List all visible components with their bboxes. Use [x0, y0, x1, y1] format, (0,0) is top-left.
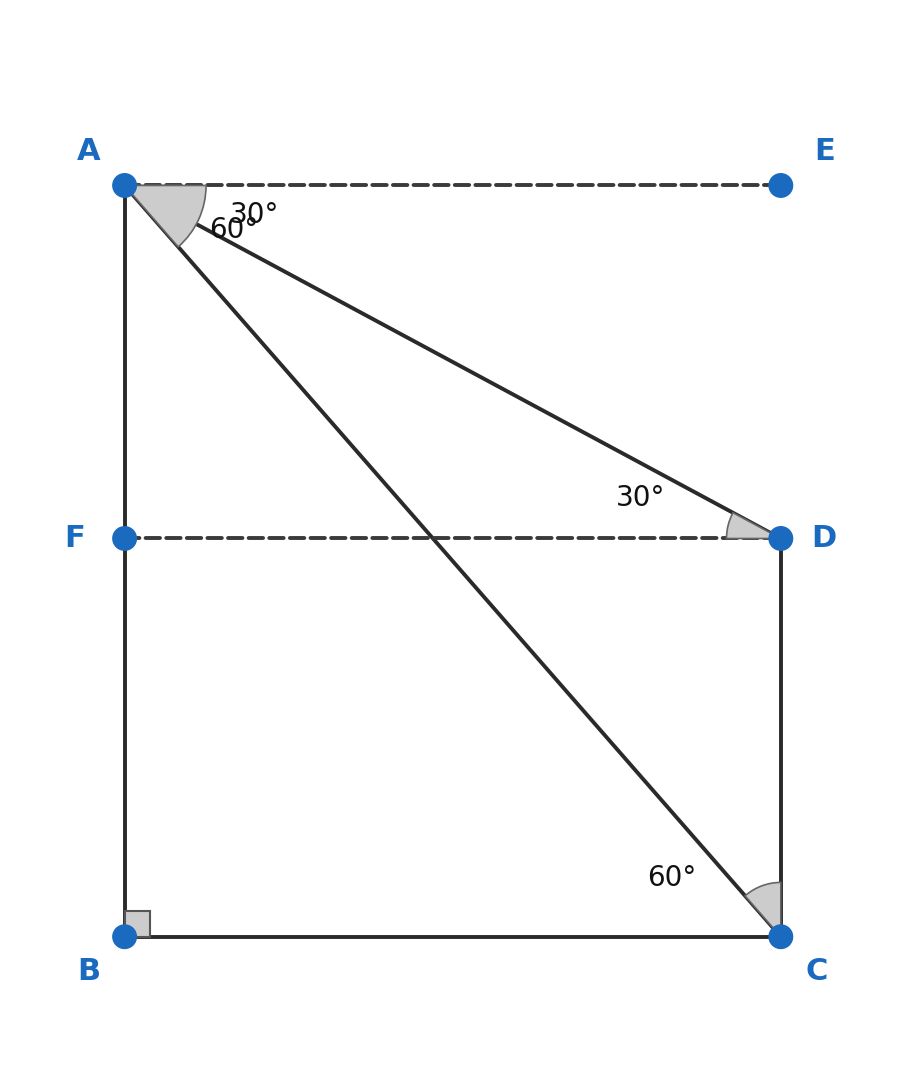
Wedge shape — [125, 186, 206, 247]
Text: E: E — [814, 137, 834, 165]
Wedge shape — [727, 513, 781, 539]
Text: B: B — [77, 957, 100, 986]
Text: 60°: 60° — [647, 864, 696, 892]
Circle shape — [113, 174, 136, 198]
Text: A: A — [76, 137, 100, 165]
Text: C: C — [806, 957, 828, 986]
Text: 30°: 30° — [230, 201, 279, 229]
Circle shape — [113, 925, 136, 948]
Circle shape — [769, 925, 792, 948]
Circle shape — [769, 527, 792, 551]
Text: F: F — [64, 523, 85, 553]
Circle shape — [113, 527, 136, 551]
Text: 60°: 60° — [210, 216, 258, 243]
Circle shape — [769, 174, 792, 198]
Text: 30°: 30° — [616, 484, 665, 513]
Wedge shape — [125, 186, 179, 211]
Bar — [125, 911, 150, 937]
Wedge shape — [745, 883, 781, 937]
Text: D: D — [811, 523, 837, 553]
